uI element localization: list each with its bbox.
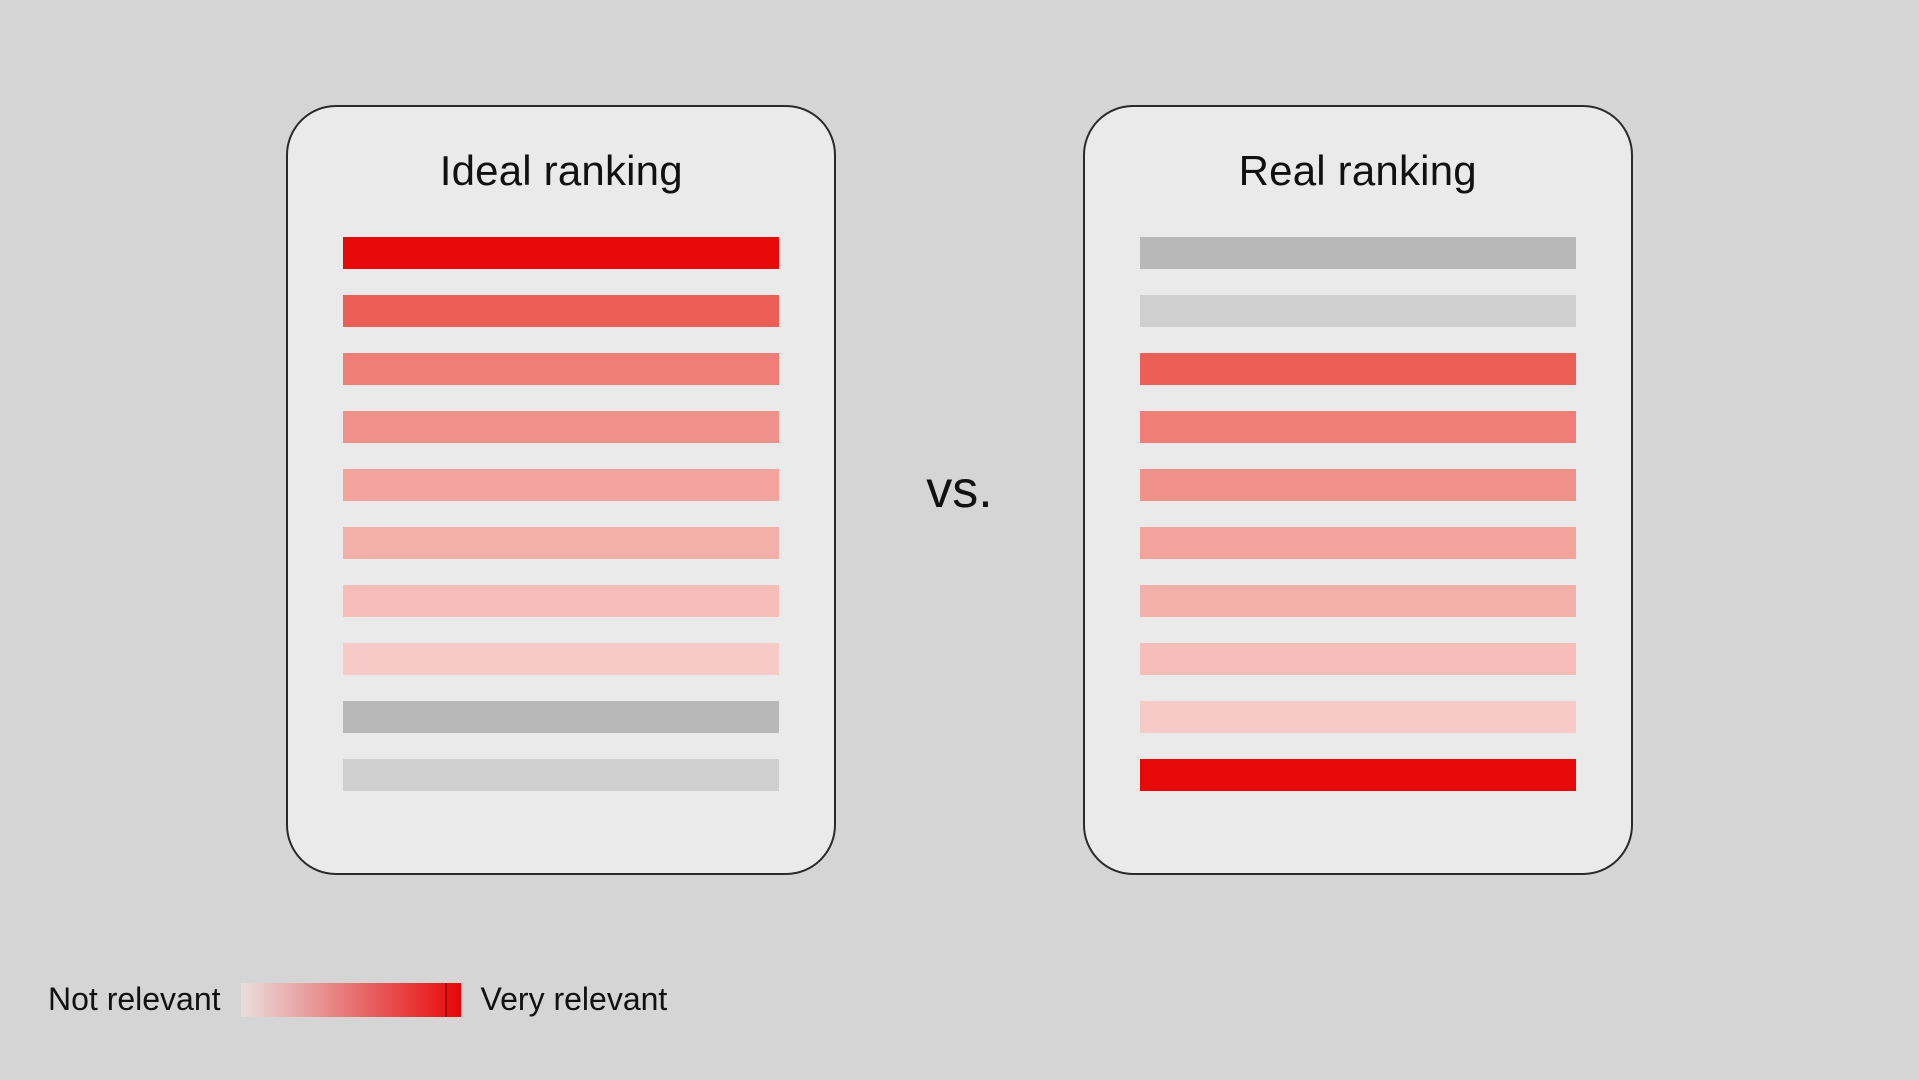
vs-label: vs.	[926, 460, 992, 520]
ranking-bar	[343, 585, 779, 617]
ranking-bar	[343, 527, 779, 559]
ranking-bar	[343, 643, 779, 675]
ranking-bar	[1140, 643, 1576, 675]
legend-tick	[445, 983, 447, 1017]
ranking-bar	[343, 411, 779, 443]
ranking-bar	[343, 701, 779, 733]
ranking-bar	[343, 353, 779, 385]
ranking-bar	[1140, 295, 1576, 327]
ranking-bar	[343, 237, 779, 269]
legend-right-label: Very relevant	[481, 981, 668, 1018]
comparison-row: Ideal ranking vs. Real ranking	[286, 105, 1632, 875]
diagram-stage: Ideal ranking vs. Real ranking Not relev…	[0, 0, 1919, 1080]
ranking-bar	[343, 469, 779, 501]
relevance-legend: Not relevant Very relevant	[48, 981, 667, 1018]
real-ranking-card: Real ranking	[1083, 105, 1633, 875]
legend-left-label: Not relevant	[48, 981, 221, 1018]
ranking-bar	[1140, 585, 1576, 617]
legend-gradient	[241, 983, 461, 1017]
ranking-bar	[343, 295, 779, 327]
ideal-ranking-title: Ideal ranking	[440, 147, 683, 195]
ranking-bar	[1140, 353, 1576, 385]
ranking-bar	[1140, 701, 1576, 733]
ranking-bar	[1140, 527, 1576, 559]
ranking-bar	[343, 759, 779, 791]
real-ranking-bars	[1140, 237, 1576, 791]
ranking-bar	[1140, 469, 1576, 501]
ideal-ranking-card: Ideal ranking	[286, 105, 836, 875]
ideal-ranking-bars	[343, 237, 779, 791]
ranking-bar	[1140, 411, 1576, 443]
ranking-bar	[1140, 759, 1576, 791]
ranking-bar	[1140, 237, 1576, 269]
real-ranking-title: Real ranking	[1239, 147, 1477, 195]
